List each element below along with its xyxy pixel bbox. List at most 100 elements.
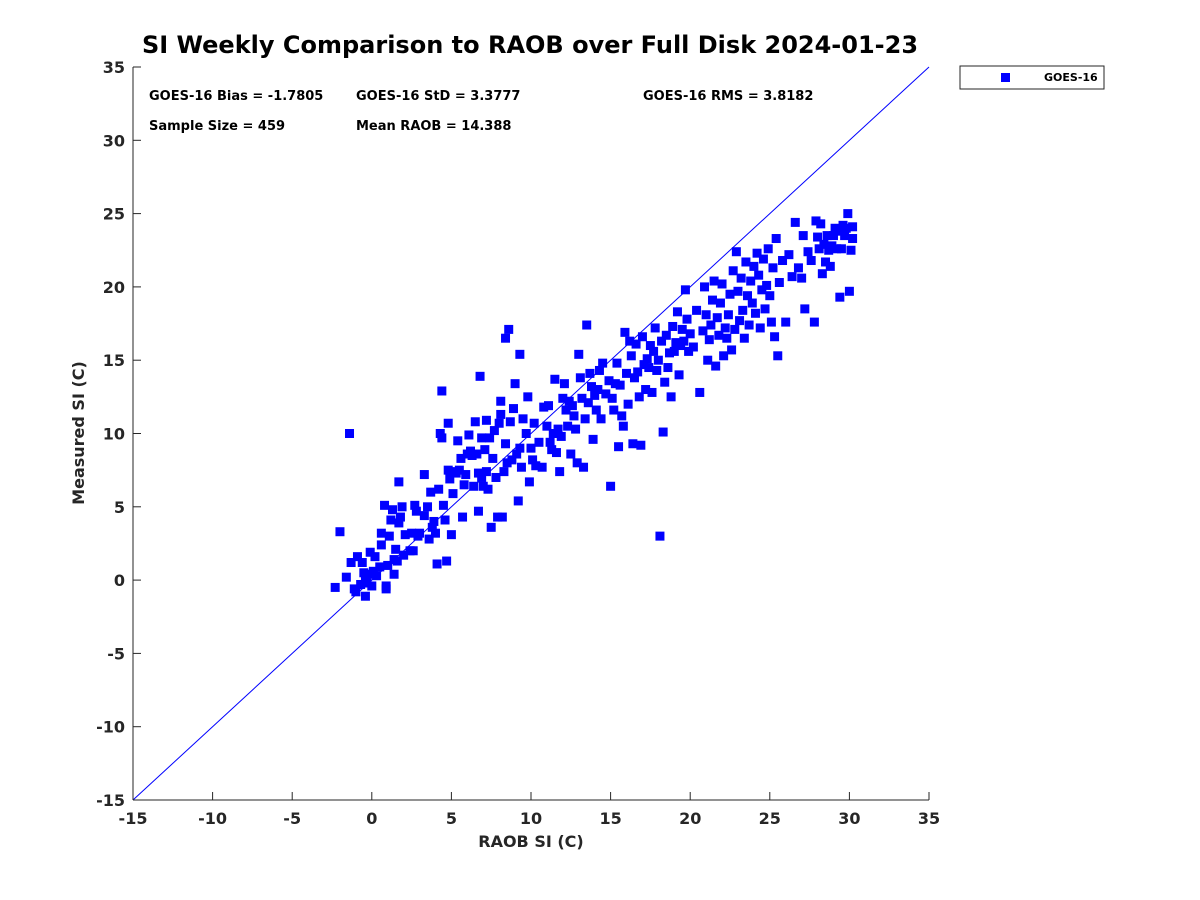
data-point: [489, 426, 499, 436]
data-point: [811, 216, 821, 226]
y-tick-label: 15: [103, 351, 125, 370]
data-point: [598, 358, 608, 368]
data-point: [771, 234, 781, 244]
data-point: [744, 320, 754, 330]
data-point: [798, 231, 808, 241]
data-point: [400, 530, 410, 540]
data-point: [499, 467, 509, 477]
data-point: [478, 481, 488, 491]
data-point: [821, 257, 831, 267]
data-point: [376, 540, 386, 550]
data-point: [781, 317, 791, 327]
data-point: [609, 405, 619, 415]
data-point: [615, 380, 625, 390]
data-point: [593, 385, 603, 395]
data-point: [469, 481, 479, 491]
data-point: [577, 393, 587, 403]
data-points: [330, 209, 858, 601]
data-point: [367, 581, 377, 591]
data-point: [352, 552, 362, 562]
data-point: [741, 257, 751, 267]
x-tick-label: 5: [446, 809, 457, 828]
data-point: [822, 231, 832, 241]
data-point: [787, 272, 797, 282]
data-point: [770, 332, 780, 342]
data-point: [454, 465, 464, 475]
one-to-one-line: [132, 66, 930, 801]
data-point: [653, 355, 663, 365]
y-tick-label: 20: [103, 278, 125, 297]
data-point: [669, 346, 679, 356]
data-point: [612, 358, 622, 368]
data-point: [582, 320, 592, 330]
data-point: [709, 276, 719, 286]
data-point: [376, 528, 386, 538]
data-point: [467, 450, 477, 460]
data-point: [524, 477, 534, 487]
data-point: [429, 516, 439, 526]
data-point: [760, 304, 770, 314]
data-point: [601, 389, 611, 399]
x-tick-label: 15: [599, 809, 621, 828]
y-tick-label: -5: [107, 644, 125, 663]
x-tick-label: -15: [119, 809, 148, 828]
data-point: [407, 528, 417, 538]
data-point: [816, 219, 826, 229]
data-point: [778, 256, 788, 266]
data-point: [480, 445, 490, 455]
data-point: [427, 522, 437, 532]
data-point: [731, 247, 741, 257]
data-point: [836, 244, 846, 254]
data-point: [583, 398, 593, 408]
data-point: [747, 298, 757, 308]
data-point: [634, 392, 644, 402]
data-point: [793, 263, 803, 273]
data-point: [803, 247, 813, 257]
data-point: [360, 591, 370, 601]
data-point: [843, 209, 853, 219]
data-point: [644, 363, 654, 373]
data-point: [733, 286, 743, 296]
data-point: [594, 365, 604, 375]
data-point: [688, 342, 698, 352]
data-point: [494, 418, 504, 428]
data-point: [828, 231, 838, 241]
data-point: [749, 261, 759, 271]
data-point: [419, 470, 429, 480]
data-point: [784, 250, 794, 260]
x-tick-label: 30: [838, 809, 860, 828]
data-point: [606, 481, 616, 491]
x-ticks: -15 -10 -5 0 5 10 15 20 25 30 35: [119, 792, 940, 828]
data-point: [707, 295, 717, 305]
legend-marker: [1001, 73, 1010, 82]
data-point: [392, 556, 402, 566]
data-point: [806, 256, 816, 266]
data-point: [679, 336, 689, 346]
data-point: [626, 351, 636, 361]
data-point: [671, 338, 681, 348]
data-point: [645, 341, 655, 351]
data-point: [649, 346, 659, 356]
data-point: [515, 443, 525, 453]
data-point: [809, 317, 819, 327]
data-point: [375, 562, 385, 572]
data-point: [481, 415, 491, 425]
data-point: [797, 273, 807, 283]
data-point: [362, 578, 372, 588]
y-tick-label: 30: [103, 131, 125, 150]
data-point: [567, 401, 577, 411]
data-point: [720, 323, 730, 333]
data-point: [391, 544, 401, 554]
data-point: [752, 248, 762, 258]
data-point: [701, 310, 711, 320]
data-point: [365, 547, 375, 557]
data-point: [372, 571, 382, 581]
data-point: [773, 351, 783, 361]
data-point: [813, 232, 823, 242]
data-point: [364, 569, 374, 579]
data-point: [715, 298, 725, 308]
data-point: [440, 515, 450, 525]
data-point: [464, 430, 474, 440]
x-tick-label: -10: [198, 809, 227, 828]
data-point: [475, 371, 485, 381]
